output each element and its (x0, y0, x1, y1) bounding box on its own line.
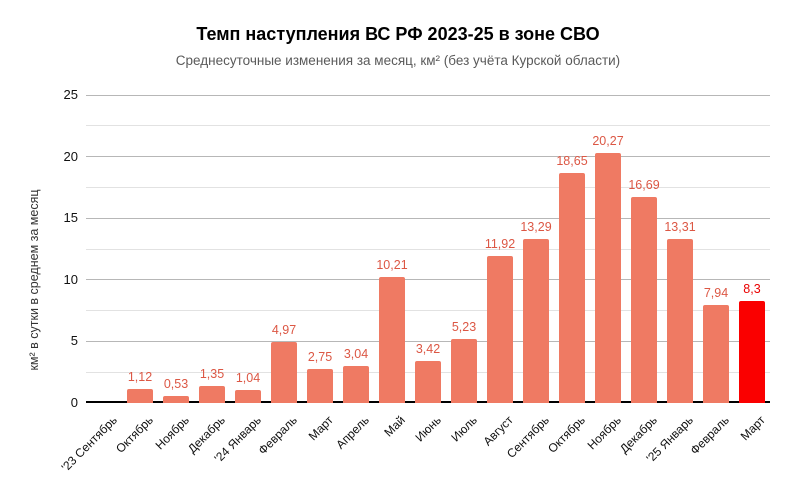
value-label: 4,97 (271, 322, 297, 337)
value-label: 1,12 (127, 370, 153, 385)
bar-февраль (703, 305, 729, 403)
y-tick-label-20: 20 (63, 148, 78, 164)
gridline-major-10 (86, 279, 770, 281)
value-label: 0,53 (163, 377, 189, 392)
bar-ноябрь (163, 396, 189, 403)
y-axis-tick-labels: 0 5 10 15 20 25 (38, 87, 78, 410)
value-label: 11,92 (484, 237, 516, 252)
value-label: 10,21 (376, 258, 408, 273)
value-label: 3,42 (415, 341, 441, 356)
bar-ноябрь (595, 153, 621, 403)
value-label: 13,29 (520, 220, 552, 235)
gridline-major-25 (86, 94, 770, 96)
value-label: 7,94 (703, 286, 729, 301)
value-label: 20,27 (592, 134, 624, 149)
chart-subtitle: Среднесуточные изменения за месяц, км² (… (175, 53, 621, 68)
value-label: 5,23 (451, 319, 477, 334)
plot-area: 1,12 0,53 1,35 1,04 4,97 2,75 3,04 10,21 3,42 5,2… (86, 94, 770, 403)
bar-декабрь (199, 386, 225, 403)
gridline-minor-17.5 (86, 186, 770, 188)
bar-июнь (415, 360, 441, 403)
value-label: 13,31 (664, 220, 696, 235)
bar--25-январь (667, 239, 693, 403)
bar-июль (451, 338, 477, 403)
gridline-minor-12.5 (86, 248, 770, 250)
chart-title: Темп наступления ВС РФ 2023-25 в зоне СВ… (196, 24, 600, 44)
value-label: 1,35 (199, 367, 225, 382)
x-axis-tick-labels: '23 Сентябрь Октябрь Ноябрь Декабрь '24 Янва… (59, 403, 770, 493)
bar-март (307, 369, 333, 403)
bar-апрель (343, 365, 369, 403)
bar-сентябрь (523, 239, 549, 403)
y-tick-label-10: 10 (63, 271, 78, 287)
value-label: 2,75 (307, 350, 333, 365)
gridline-major-15 (86, 217, 770, 219)
value-label: 3,04 (343, 346, 369, 361)
bar-август (487, 256, 513, 403)
gridline-major-5 (86, 340, 770, 342)
bar-май (379, 277, 405, 403)
value-label: 1,04 (235, 371, 261, 386)
y-tick-label-25: 25 (63, 87, 78, 102)
value-label: 16,69 (628, 178, 660, 193)
y-tick-label-15: 15 (63, 210, 78, 226)
gridline-major-20 (86, 156, 770, 158)
bar-март (739, 300, 765, 403)
gridline-minor-7.5 (86, 310, 770, 312)
bar--24-январь (235, 390, 261, 403)
value-label: 18,65 (556, 154, 588, 169)
y-tick-label-0: 0 (70, 395, 78, 410)
bar-октябрь (559, 173, 585, 403)
y-tick-label-5: 5 (70, 333, 78, 349)
bar-октябрь (127, 389, 153, 403)
bar-декабрь (631, 197, 657, 403)
gridline-minor-22.5 (86, 125, 770, 127)
value-label: 8,3 (743, 281, 761, 296)
bar-февраль (271, 341, 297, 403)
